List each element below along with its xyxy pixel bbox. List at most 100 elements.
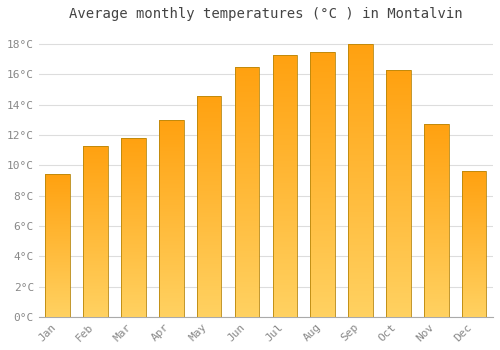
Bar [159, 178, 184, 179]
Bar [159, 153, 184, 154]
Bar [272, 222, 297, 224]
Bar [462, 283, 486, 284]
Bar [462, 295, 486, 296]
Bar [159, 148, 184, 149]
Bar [348, 302, 373, 303]
Bar [424, 258, 448, 259]
Bar [462, 204, 486, 205]
Bar [197, 103, 222, 105]
Bar [386, 228, 410, 229]
Bar [46, 180, 70, 181]
Bar [272, 128, 297, 130]
Bar [462, 232, 486, 233]
Bar [234, 107, 260, 108]
Bar [272, 237, 297, 238]
Bar [197, 142, 222, 143]
Bar [272, 165, 297, 166]
Bar [234, 238, 260, 239]
Bar [46, 239, 70, 240]
Bar [272, 282, 297, 284]
Bar [348, 71, 373, 73]
Bar [159, 214, 184, 215]
Bar [234, 92, 260, 93]
Bar [84, 308, 108, 309]
Bar [310, 294, 335, 296]
Bar [121, 199, 146, 201]
Bar [272, 141, 297, 142]
Bar [197, 260, 222, 261]
Bar [424, 160, 448, 161]
Bar [234, 164, 260, 166]
Bar [197, 279, 222, 280]
Bar [84, 147, 108, 148]
Bar [462, 201, 486, 202]
Bar [310, 111, 335, 113]
Bar [424, 208, 448, 209]
Bar [121, 155, 146, 156]
Bar [424, 241, 448, 242]
Bar [121, 214, 146, 215]
Bar [46, 191, 70, 192]
Bar [234, 228, 260, 229]
Bar [197, 162, 222, 163]
Bar [197, 292, 222, 294]
Bar [462, 207, 486, 208]
Bar [46, 281, 70, 282]
Bar [462, 280, 486, 281]
Bar [159, 255, 184, 256]
Bar [462, 211, 486, 212]
Bar [84, 219, 108, 220]
Bar [272, 241, 297, 242]
Bar [46, 267, 70, 268]
Bar [234, 126, 260, 127]
Bar [272, 129, 297, 131]
Bar [386, 182, 410, 183]
Bar [159, 235, 184, 236]
Bar [197, 156, 222, 158]
Bar [462, 309, 486, 310]
Bar [272, 152, 297, 153]
Bar [424, 294, 448, 295]
Bar [159, 221, 184, 222]
Bar [462, 284, 486, 285]
Bar [348, 86, 373, 88]
Bar [46, 193, 70, 194]
Bar [272, 289, 297, 290]
Bar [84, 315, 108, 316]
Bar [197, 131, 222, 132]
Bar [348, 55, 373, 56]
Bar [159, 127, 184, 128]
Bar [84, 259, 108, 260]
Bar [462, 245, 486, 246]
Bar [46, 201, 70, 202]
Bar [386, 230, 410, 232]
Bar [424, 280, 448, 281]
Bar [386, 181, 410, 182]
Bar [272, 146, 297, 148]
Bar [197, 109, 222, 110]
Bar [121, 273, 146, 274]
Bar [424, 218, 448, 219]
Bar [386, 202, 410, 203]
Bar [121, 257, 146, 258]
Bar [197, 220, 222, 222]
Bar [197, 240, 222, 241]
Bar [46, 312, 70, 313]
Bar [46, 175, 70, 176]
Bar [234, 308, 260, 309]
Bar [386, 218, 410, 219]
Bar [121, 264, 146, 265]
Bar [386, 107, 410, 108]
Bar [310, 160, 335, 162]
Bar [159, 292, 184, 293]
Bar [121, 144, 146, 145]
Bar [121, 292, 146, 293]
Bar [46, 187, 70, 188]
Bar [234, 103, 260, 104]
Bar [159, 284, 184, 285]
Bar [348, 61, 373, 62]
Bar [310, 108, 335, 110]
Bar [310, 212, 335, 214]
Bar [234, 179, 260, 181]
Bar [234, 245, 260, 247]
